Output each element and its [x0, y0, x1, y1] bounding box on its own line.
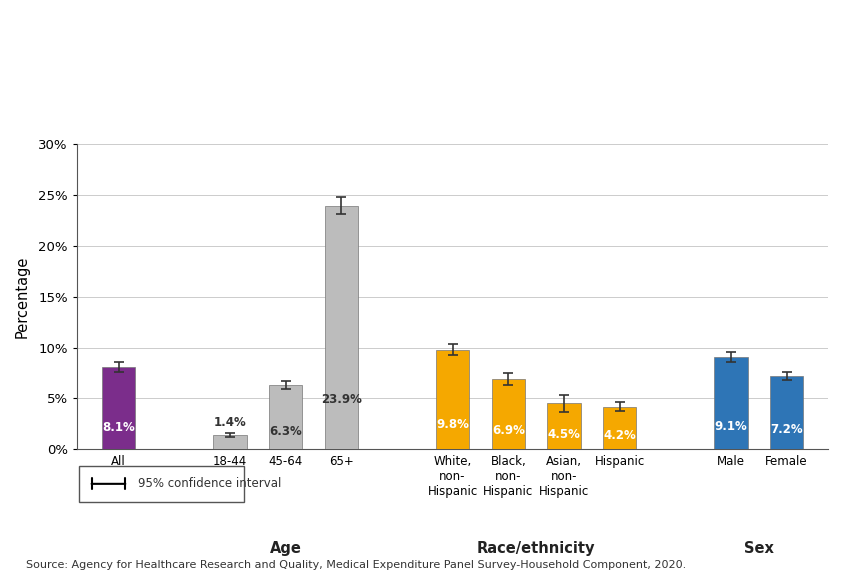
Text: 8.1%: 8.1%	[102, 422, 135, 434]
Text: 95% confidence interval: 95% confidence interval	[138, 478, 281, 490]
Bar	[602, 407, 635, 449]
FancyBboxPatch shape	[644, 7, 853, 119]
Bar	[435, 350, 469, 449]
Text: Source: Agency for Healthcare Research and Quality, Medical Expenditure Panel Su: Source: Agency for Healthcare Research a…	[26, 560, 685, 570]
Bar	[769, 376, 803, 449]
Text: 6.9%: 6.9%	[491, 423, 524, 437]
Bar	[713, 357, 746, 449]
Text: Figure 1. Percentage of adults aged 18 and older who received any: Figure 1. Percentage of adults aged 18 a…	[3, 32, 663, 50]
Bar	[547, 403, 580, 449]
FancyBboxPatch shape	[78, 465, 244, 502]
Text: 4.2%: 4.2%	[602, 429, 635, 442]
Bar	[491, 379, 525, 449]
Text: Age: Age	[270, 541, 301, 556]
Text: 23.9%: 23.9%	[321, 392, 362, 406]
Text: 9.8%: 9.8%	[436, 418, 468, 431]
Text: 1.4%: 1.4%	[213, 416, 246, 429]
Bar	[269, 385, 302, 449]
Bar	[213, 435, 247, 449]
Text: 7.2%: 7.2%	[769, 423, 802, 436]
Y-axis label: Percentage: Percentage	[15, 255, 30, 338]
Text: Sex: Sex	[743, 541, 773, 556]
Bar	[102, 367, 135, 449]
Text: Race/ethnicity: Race/ethnicity	[476, 541, 595, 556]
Text: 4.5%: 4.5%	[547, 428, 580, 441]
Bar	[324, 206, 357, 449]
Text: 6.3%: 6.3%	[269, 425, 302, 438]
Text: 9.1%: 9.1%	[714, 419, 746, 433]
Text: heart disease treatment by demographic characteristics, 2020: heart disease treatment by demographic c…	[26, 88, 640, 105]
